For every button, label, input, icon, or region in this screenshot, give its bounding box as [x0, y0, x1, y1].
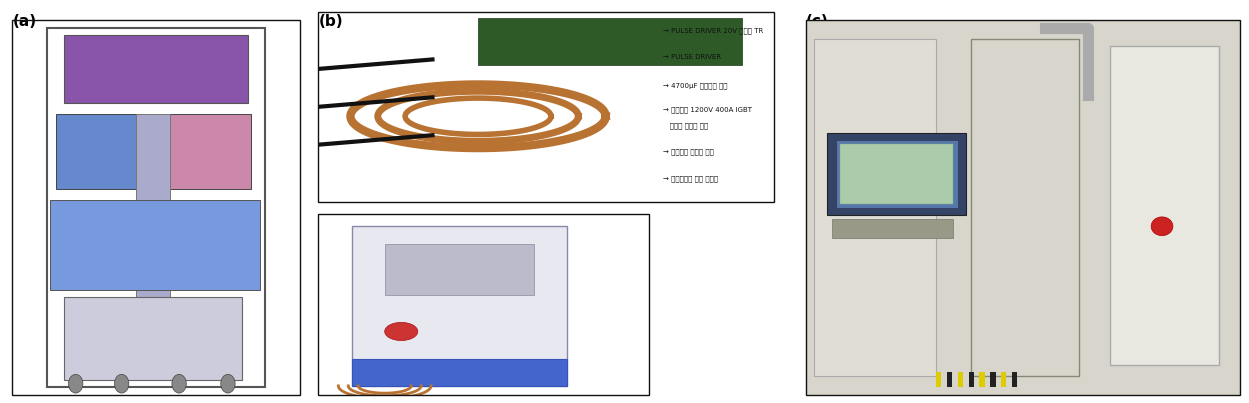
Bar [947, 372, 952, 387]
Circle shape [69, 374, 82, 393]
Bar [50, 200, 260, 290]
Circle shape [1152, 217, 1173, 236]
Bar [969, 372, 974, 387]
Text: (a): (a) [12, 14, 36, 29]
Bar [352, 226, 567, 386]
Bar [990, 372, 995, 387]
Bar [1110, 46, 1219, 365]
Text: 고주파 출력부 단자: 고주파 출력부 단자 [663, 122, 708, 129]
Bar [385, 244, 533, 295]
Circle shape [221, 374, 235, 393]
Text: → 4700μF 컨버전스 모듈: → 4700μF 컨버전스 모듈 [663, 82, 727, 89]
Bar [64, 297, 242, 380]
Bar [136, 114, 171, 320]
Bar [1012, 372, 1017, 387]
Bar [827, 133, 967, 215]
Bar [352, 359, 567, 386]
Bar [1002, 372, 1007, 387]
Bar [64, 35, 249, 103]
Circle shape [115, 374, 129, 393]
Bar [958, 372, 963, 387]
Text: → PULSE DRIVER 20V 공급용 TR: → PULSE DRIVER 20V 공급용 TR [663, 27, 763, 34]
Bar [47, 28, 265, 387]
Text: → 고주파유액 수냉 온도사: → 고주파유액 수냉 온도사 [663, 175, 718, 182]
Text: → 고주파용 트랜스 코어: → 고주파용 트랜스 코어 [663, 148, 713, 155]
Text: → 세미크론 1200V 400A IGBT: → 세미크론 1200V 400A IGBT [663, 107, 752, 113]
Circle shape [172, 374, 186, 393]
Circle shape [385, 322, 417, 341]
Bar [841, 144, 953, 204]
Bar [56, 114, 142, 189]
Bar [832, 219, 953, 237]
Text: → PULSE DRIVER: → PULSE DRIVER [663, 54, 721, 60]
Text: (b): (b) [318, 14, 343, 29]
Bar [936, 372, 942, 387]
Bar [970, 39, 1079, 376]
Bar [836, 140, 958, 208]
Bar [478, 18, 742, 65]
Bar [814, 39, 936, 376]
Text: (c): (c) [806, 14, 828, 29]
Bar [979, 372, 984, 387]
Bar [171, 114, 251, 189]
